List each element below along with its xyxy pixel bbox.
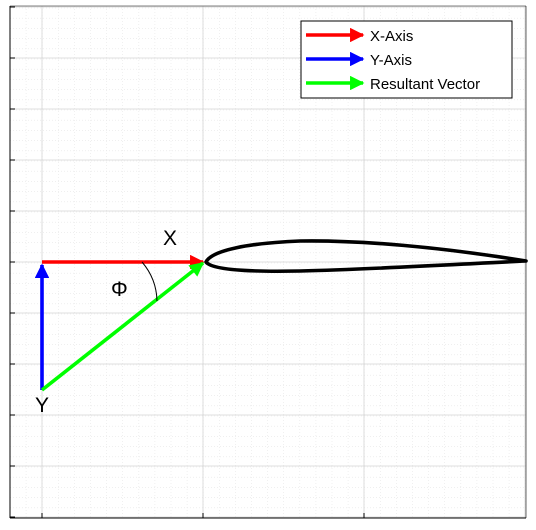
x-vector-label: X	[163, 227, 177, 250]
legend: X-Axis Y-Axis Resultant Vector	[300, 20, 513, 99]
resultant-vector	[40, 261, 205, 392]
y-vector-label: Y	[35, 394, 49, 417]
axis-ticks	[10, 6, 365, 518]
legend-label-x-axis: X-Axis	[370, 28, 413, 45]
airfoil	[204, 239, 528, 274]
angle-arc	[141, 261, 158, 302]
legend-label-resultant: Resultant Vector	[370, 76, 480, 93]
legend-label-y-axis: Y-Axis	[370, 52, 412, 69]
angle-label: Φ	[111, 278, 128, 301]
